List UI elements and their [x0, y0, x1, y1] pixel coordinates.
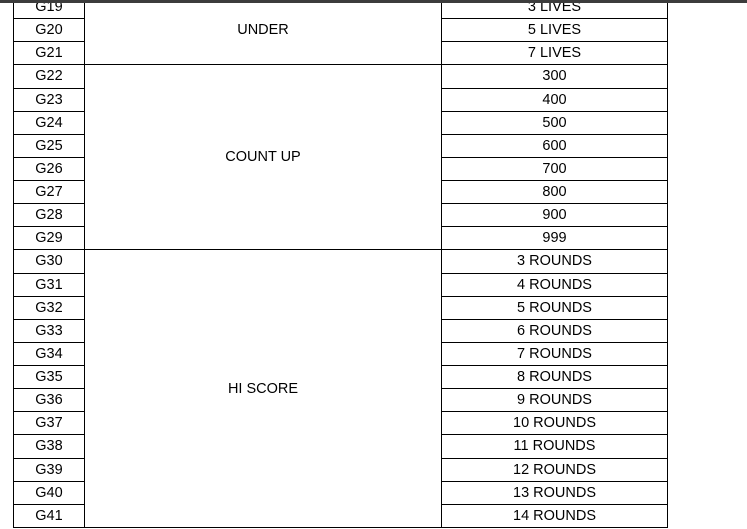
game-option-cell: 6 ROUNDS [441, 318, 668, 343]
game-option-cell: 5 ROUNDS [441, 295, 668, 320]
game-code-cell: G25 [13, 133, 85, 158]
game-mode-cell: UNDER [84, 0, 442, 66]
game-code-cell: G35 [13, 364, 85, 390]
game-option-cell: 3 LIVES [441, 0, 668, 20]
game-code-cell: G20 [13, 18, 85, 43]
game-code-cell: G28 [13, 203, 85, 228]
game-option-cell: 400 [441, 87, 668, 112]
game-code-cell: G39 [13, 457, 85, 482]
table-row: G25 600 [13, 133, 668, 158]
table-row: G36 9 ROUNDS [13, 388, 668, 413]
table-row: G30 HI SCORE 3 ROUNDS [13, 249, 668, 528]
game-code-cell: G31 [13, 272, 85, 297]
game-option-cell: 14 ROUNDS [441, 503, 668, 528]
game-code-cell: G27 [13, 179, 85, 205]
game-code-cell: G32 [13, 295, 85, 320]
game-option-cell: 3 ROUNDS [441, 249, 668, 274]
game-option-cell: 700 [441, 156, 668, 182]
game-option-cell: 7 LIVES [441, 41, 668, 66]
game-option-cell: 13 ROUNDS [441, 480, 668, 505]
game-code-cell: G21 [13, 41, 85, 66]
game-option-cell: 9 ROUNDS [441, 388, 668, 413]
game-mode-cell: HI SCORE [84, 249, 442, 528]
game-code-cell: G37 [13, 411, 85, 436]
table-row: G40 13 ROUNDS [13, 480, 668, 505]
game-code-cell: G22 [13, 64, 85, 89]
table-row: G20 5 LIVES [13, 18, 668, 43]
game-option-cell: 4 ROUNDS [441, 272, 668, 297]
table-row: G28 900 [13, 203, 668, 228]
table-row: G39 12 ROUNDS [13, 457, 668, 482]
table-row: G41 14 ROUNDS [13, 503, 668, 528]
game-option-cell: 10 ROUNDS [441, 411, 668, 436]
game-code-cell: G26 [13, 156, 85, 182]
game-option-cell: 600 [441, 133, 668, 158]
game-option-cell: 12 ROUNDS [441, 457, 668, 482]
game-option-cell: 500 [441, 110, 668, 135]
game-code-cell: G36 [13, 388, 85, 413]
table-row: G22 COUNT UP 300 [13, 64, 668, 251]
table-row: G27 800 [13, 179, 668, 205]
game-code-cell: G29 [13, 226, 85, 251]
window-top-border [0, 0, 747, 3]
table-row: G24 500 [13, 110, 668, 135]
game-code-cell: G33 [13, 318, 85, 343]
table-row: G19 UNDER 3 LIVES [13, 0, 668, 66]
game-code-cell: G34 [13, 341, 85, 367]
table-row: G32 5 ROUNDS [13, 295, 668, 320]
game-option-cell: 900 [441, 203, 668, 228]
game-option-cell: 7 ROUNDS [441, 341, 668, 367]
table-row: G23 400 [13, 87, 668, 112]
table-row: G35 8 ROUNDS [13, 364, 668, 390]
game-option-cell: 5 LIVES [441, 18, 668, 43]
game-code-cell: G38 [13, 434, 85, 459]
game-code-cell: G23 [13, 87, 85, 112]
game-code-cell: G40 [13, 480, 85, 505]
table-row: G21 7 LIVES [13, 41, 668, 66]
game-option-cell: 11 ROUNDS [441, 434, 668, 459]
game-settings-table: G19 UNDER 3 LIVES G20 5 LIVES G21 7 LIVES G22 CO… [13, 0, 668, 528]
table-row: G26 700 [13, 156, 668, 182]
game-code-cell: G30 [13, 249, 85, 274]
table-row: G29 999 [13, 226, 668, 251]
game-mode-cell: COUNT UP [84, 64, 442, 251]
game-option-cell: 999 [441, 226, 668, 251]
game-code-cell: G24 [13, 110, 85, 135]
game-option-cell: 300 [441, 64, 668, 89]
game-code-cell: G41 [13, 503, 85, 528]
game-option-cell: 8 ROUNDS [441, 364, 668, 390]
table-row: G37 10 ROUNDS [13, 411, 668, 436]
game-option-cell: 800 [441, 179, 668, 205]
